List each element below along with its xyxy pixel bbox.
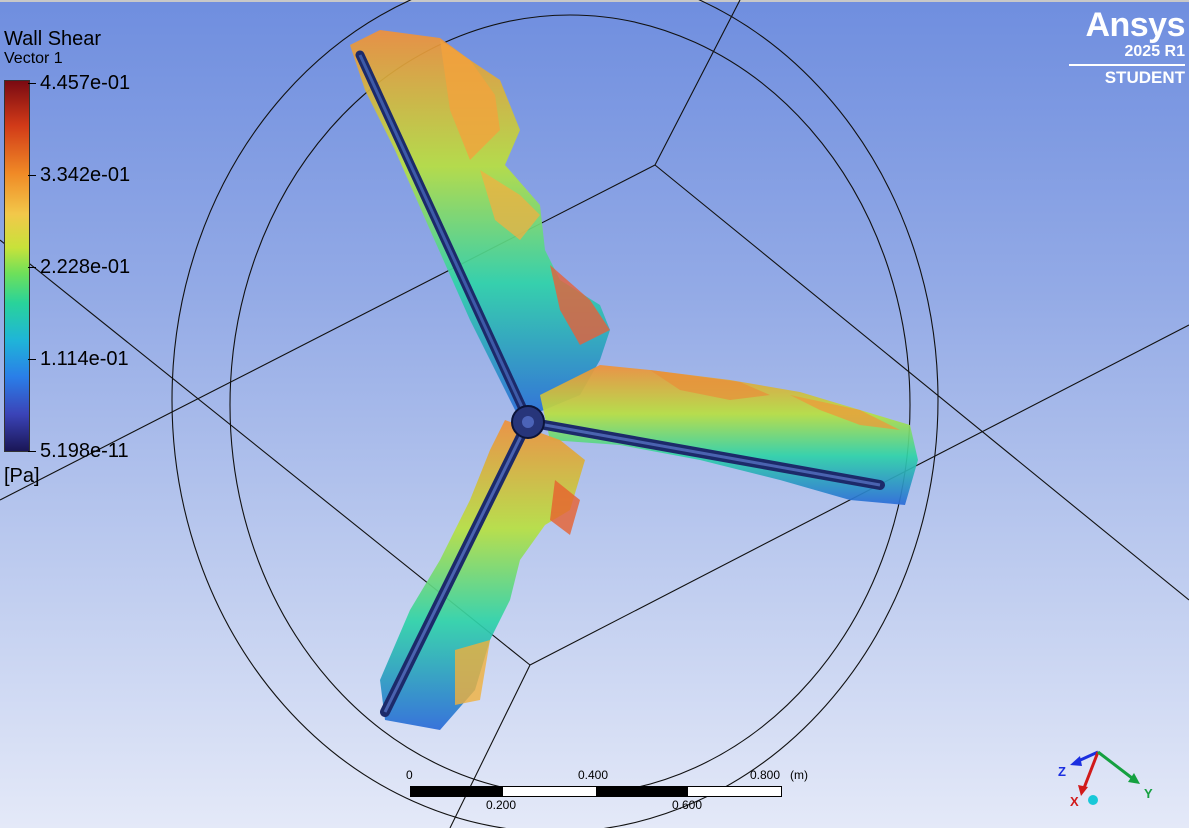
axis-triad[interactable]: Z X Y (1050, 740, 1160, 820)
scale-label-0: 0 (406, 768, 413, 782)
legend-unit: [Pa] (4, 465, 40, 487)
legend-color-bar (4, 80, 30, 452)
logo-edition: STUDENT (1104, 68, 1185, 87)
logo-brand: Ansys (1085, 6, 1185, 44)
axis-label-z: Z (1058, 764, 1066, 779)
scale-label-0200: 0.200 (486, 798, 517, 812)
logo-divider (1069, 64, 1185, 66)
logo-version: 2025 R1 (1124, 43, 1186, 60)
scale-strip (410, 786, 782, 797)
scale-segment-1 (411, 787, 503, 796)
legend-tick-3: 2.228e-01 (27, 256, 131, 278)
scale-unit: (m) (790, 768, 808, 782)
viewport-top-border (0, 0, 1189, 2)
scale-segment-3 (596, 787, 688, 796)
legend-subtitle: Vector 1 (4, 50, 63, 67)
legend-tick-min: 5.198e-11 (28, 440, 129, 462)
axis-label-y: Y (1144, 786, 1153, 801)
hub (511, 405, 545, 439)
scale-label-0800: 0.800 (750, 768, 781, 782)
blade-upper-left (350, 30, 610, 425)
blade-lower (380, 417, 585, 730)
legend-tick-2: 3.342e-01 (27, 164, 131, 186)
legend-tick-4: 1.114e-01 (28, 348, 129, 370)
legend-title: Wall Shear (4, 28, 102, 50)
scale-label-0600: 0.600 (672, 798, 703, 812)
blade-right (523, 365, 918, 505)
axis-label-x: X (1070, 794, 1079, 809)
legend-tick-max: 4.457e-01 (27, 72, 131, 94)
axis-triad-arrows (1070, 750, 1140, 805)
ansys-logo: Ansys 2025 R1 STUDENT (1065, 6, 1186, 88)
scale-bar: 0 0.400 0.800 (m) 0.200 0.600 (400, 766, 820, 826)
scale-label-0400: 0.400 (578, 768, 609, 782)
